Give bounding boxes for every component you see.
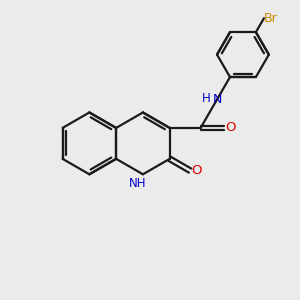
Text: Br: Br	[264, 12, 277, 25]
Text: N: N	[213, 93, 222, 106]
Text: O: O	[191, 164, 202, 177]
Text: O: O	[225, 122, 235, 134]
Text: H: H	[202, 92, 211, 105]
Text: NH: NH	[129, 177, 146, 190]
